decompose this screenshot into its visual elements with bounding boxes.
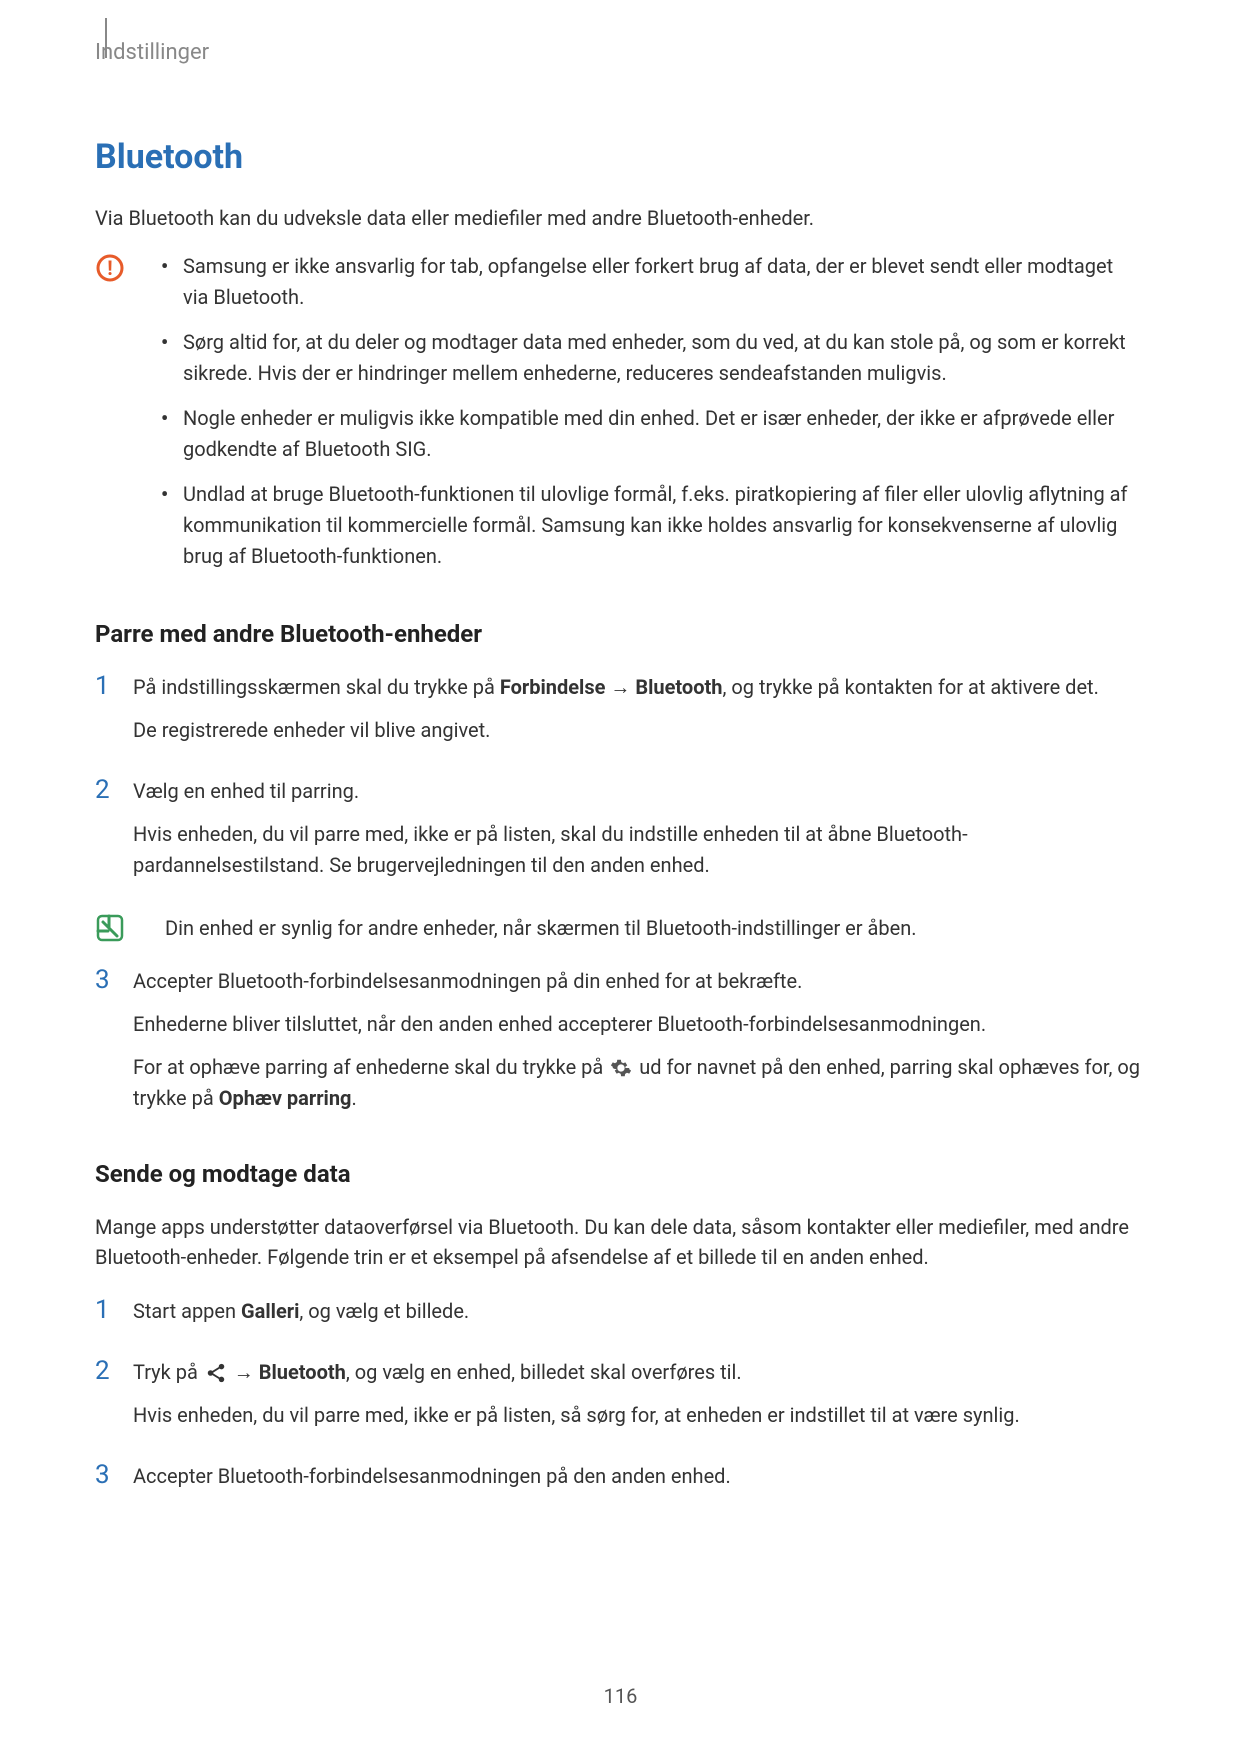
text-frag: For at ophæve parring af enhederne skal …: [133, 1055, 608, 1079]
bold-bluetooth: Bluetooth: [259, 1360, 346, 1384]
warning-callout: ! Samsung er ikke ansvarlig for tab, opf…: [95, 251, 1141, 586]
send-step-2: 2 Tryk på → Bluetooth, og vælg en enhed,…: [95, 1357, 1141, 1443]
warning-item: Nogle enheder er muligvis ikke kompatibl…: [161, 403, 1141, 465]
text-frag: , og vælg et billede.: [299, 1299, 469, 1323]
arrow: →: [229, 1360, 259, 1384]
warning-icon: !: [95, 253, 125, 283]
breadcrumb: Indstillinger: [95, 40, 1141, 65]
step-text: For at ophæve parring af enhederne skal …: [133, 1052, 1141, 1114]
send-step-1: 1 Start appen Galleri, og vælg et billed…: [95, 1296, 1141, 1339]
svg-text:!: !: [107, 256, 112, 280]
pair-step-1: 1 På indstillingsskærmen skal du trykke …: [95, 672, 1141, 758]
arrow: →: [605, 675, 635, 699]
text-frag: , og trykke på kontakten for at aktivere…: [722, 675, 1098, 699]
bold-bluetooth: Bluetooth: [635, 675, 722, 699]
section-pairing-title: Parre med andre Bluetooth-enheder: [95, 620, 1141, 648]
warning-item: Sørg altid for, at du deler og modtager …: [161, 327, 1141, 389]
step-text: Tryk på → Bluetooth, og vælg en enhed, b…: [133, 1357, 1020, 1388]
text-frag: På indstillingsskærmen skal du trykke på: [133, 675, 500, 699]
bold-galleri: Galleri: [241, 1299, 299, 1323]
step-text: Accepter Bluetooth-forbindelsesanmodning…: [133, 966, 1141, 997]
send-step-3: 3 Accepter Bluetooth-forbindelsesanmodni…: [95, 1461, 1141, 1504]
pair-step-2: 2 Vælg en enhed til parring. Hvis enhede…: [95, 776, 1141, 893]
text-frag: .: [351, 1086, 356, 1110]
page-title: Bluetooth: [95, 137, 1141, 177]
step-text: Start appen Galleri, og vælg et billede.: [133, 1296, 469, 1327]
step-number: 1: [95, 1296, 115, 1326]
step-number: 1: [95, 672, 115, 702]
gear-icon: [610, 1057, 632, 1079]
header-divider: [105, 18, 107, 58]
step-number: 2: [95, 776, 115, 806]
page-number: 116: [0, 1684, 1241, 1708]
note-callout: Din enhed er synlig for andre enheder, n…: [95, 911, 1141, 944]
step-text: På indstillingsskærmen skal du trykke på…: [133, 672, 1099, 703]
bold-unpair: Ophæv parring: [219, 1086, 352, 1110]
share-icon: [205, 1362, 227, 1384]
step-number: 2: [95, 1357, 115, 1387]
text-frag: Start appen: [133, 1299, 241, 1323]
warning-item: Undlad at bruge Bluetooth-funktionen til…: [161, 479, 1141, 572]
section-send-intro: Mange apps understøtter dataoverførsel v…: [95, 1212, 1141, 1272]
intro-text: Via Bluetooth kan du udveksle data eller…: [95, 203, 1141, 233]
note-text: Din enhed er synlig for andre enheder, n…: [165, 913, 917, 944]
step-text: De registrerede enheder vil blive angive…: [133, 715, 1099, 746]
section-send-title: Sende og modtage data: [95, 1160, 1141, 1188]
step-text: Accepter Bluetooth-forbindelsesanmodning…: [133, 1461, 731, 1492]
step-text: Hvis enheden, du vil parre med, ikke er …: [133, 1400, 1020, 1431]
step-text: Hvis enheden, du vil parre med, ikke er …: [133, 819, 1141, 881]
text-frag: Tryk på: [133, 1360, 203, 1384]
step-number: 3: [95, 1461, 115, 1491]
warning-item: Samsung er ikke ansvarlig for tab, opfan…: [161, 251, 1141, 313]
step-text: Enhederne bliver tilsluttet, når den and…: [133, 1009, 1141, 1040]
pair-step-3: 3 Accepter Bluetooth-forbindelsesanmodni…: [95, 966, 1141, 1126]
bold-forbindelse: Forbindelse: [500, 675, 606, 699]
warning-list: Samsung er ikke ansvarlig for tab, opfan…: [161, 251, 1141, 586]
step-text: Vælg en enhed til parring.: [133, 776, 1141, 807]
text-frag: , og vælg en enhed, billedet skal overfø…: [346, 1360, 742, 1384]
note-icon: [95, 913, 125, 943]
step-number: 3: [95, 966, 115, 996]
